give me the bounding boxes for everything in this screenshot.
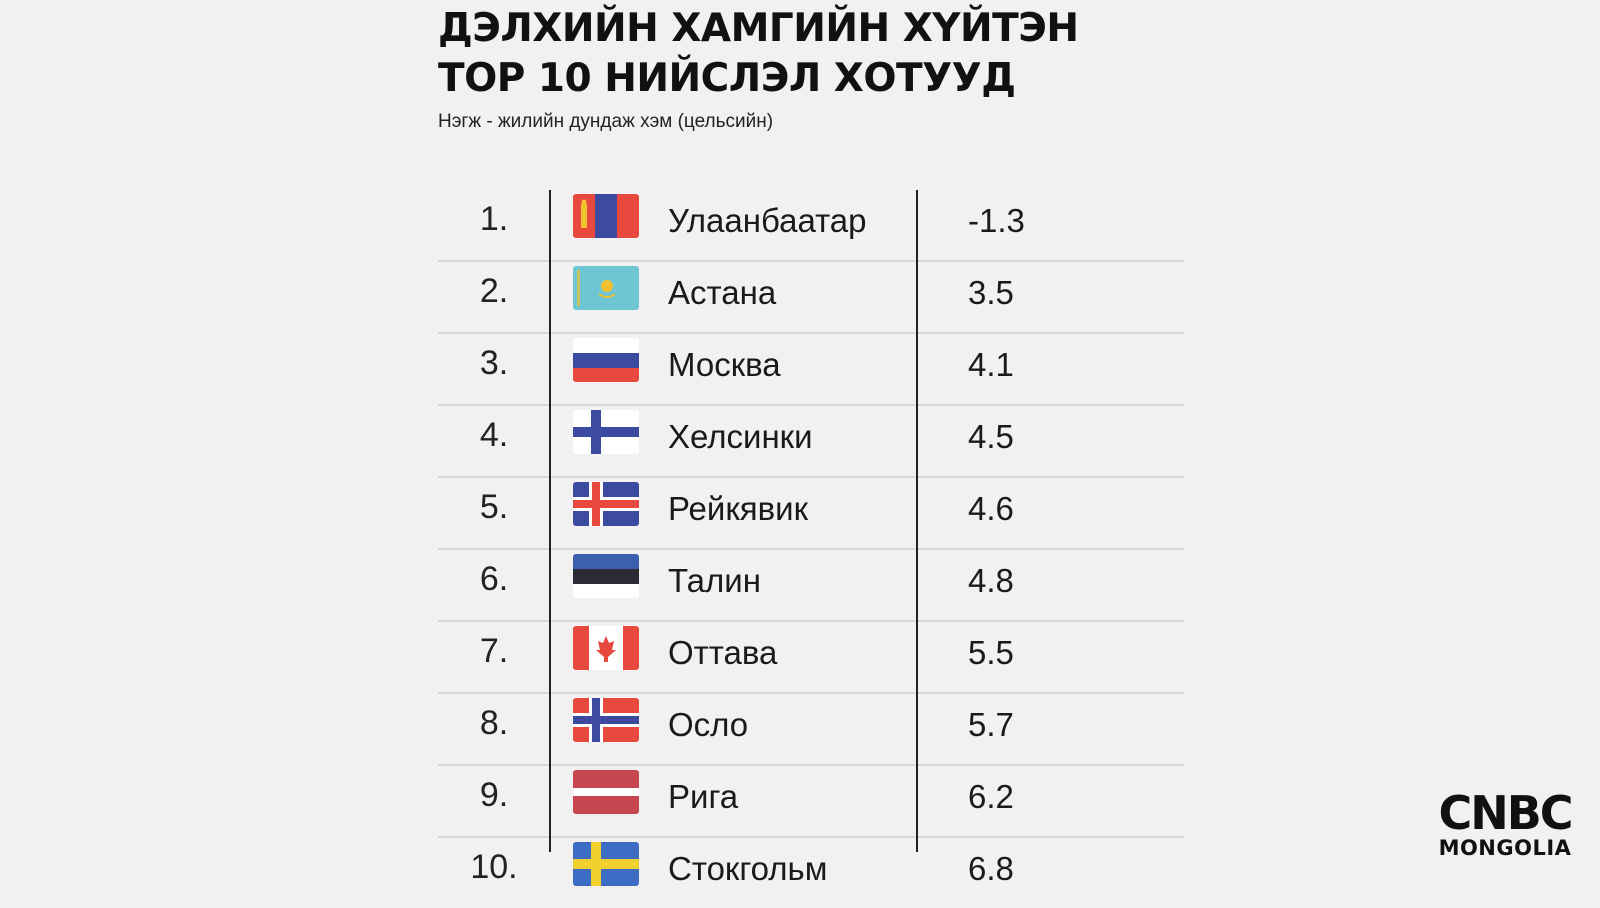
- table-row: 7. Оттава 5.5: [438, 622, 1184, 694]
- table-row: 6. Талин 4.8: [438, 550, 1184, 622]
- russia-flag: [573, 338, 639, 382]
- temperature-value: 6.2: [968, 778, 1014, 815]
- latvia-flag: [573, 770, 639, 814]
- subtitle: Нэгж - жилийн дундаж хэм (цельсийн): [438, 111, 774, 132]
- rank-label: 3.: [479, 344, 509, 382]
- city-name: Рига: [668, 778, 739, 815]
- table-row: 9. Рига 6.2: [438, 766, 1184, 838]
- rank-label: 6.: [479, 560, 509, 598]
- temperature-value: 3.5: [968, 274, 1014, 311]
- temperature-value: 4.5: [968, 418, 1014, 455]
- rank-label: 7.: [479, 632, 509, 670]
- city-name: Астана: [668, 274, 777, 311]
- temperature-value: -1.3: [968, 202, 1025, 239]
- sweden-flag: [573, 842, 639, 886]
- city-name: Москва: [668, 346, 781, 383]
- rank-label: 4.: [479, 416, 509, 454]
- title-line-2: ТОР 10 НИЙСЛЭЛ ХОТУУД: [438, 56, 1016, 101]
- city-name: Талин: [668, 562, 761, 599]
- table-row: 2. Астана 3.5: [438, 262, 1184, 334]
- rank-label: 10.: [470, 848, 518, 886]
- kazakhstan-flag: [573, 266, 639, 310]
- table-row: 8. Осло 5.7: [438, 694, 1184, 766]
- city-name: Стокгольм: [668, 850, 828, 887]
- temperature-value: 5.7: [968, 706, 1014, 743]
- rank-divider: [549, 190, 551, 852]
- rank-label: 8.: [479, 704, 509, 742]
- city-name: Хелсинки: [668, 418, 813, 455]
- table-row: 3. Москва 4.1: [438, 334, 1184, 406]
- rank-label: 1.: [479, 200, 509, 238]
- table-row: 1. Улаанбаатар -1.3: [438, 190, 1184, 262]
- city-name: Оттава: [668, 634, 778, 671]
- page-title: ДЭЛХИЙН ХАМГИЙН ХҮЙТЭН ТОР 10 НИЙСЛЭЛ ХО…: [438, 4, 1079, 104]
- logo-bottom: MONGOLIA: [1438, 836, 1572, 860]
- temperature-value: 4.8: [968, 562, 1014, 599]
- mongolia-flag: [573, 194, 639, 238]
- temperature-value: 6.8: [968, 850, 1014, 887]
- city-name: Улаанбаатар: [668, 202, 867, 239]
- temperature-value: 4.1: [968, 346, 1014, 383]
- rank-label: 9.: [479, 776, 509, 814]
- logo-top: CNBC: [1438, 786, 1573, 840]
- canada-flag: [573, 626, 639, 670]
- iceland-flag: [573, 482, 639, 526]
- cnbc-mongolia-logo: CNBC MONGOLIA: [1435, 790, 1575, 860]
- finland-flag: [573, 410, 639, 454]
- rank-label: 2.: [479, 272, 509, 310]
- norway-flag: [573, 698, 639, 742]
- ranking-table: 1. Улаанбаатар -1.3 2. Астана 3.5 3. Москва 4.1 4…: [438, 190, 1184, 908]
- city-name: Осло: [668, 706, 749, 743]
- city-name: Рейкявик: [668, 490, 809, 527]
- temperature-value: 5.5: [968, 634, 1014, 671]
- table-row: 4. Хелсинки 4.5: [438, 406, 1184, 478]
- table-row: 5. Рейкявик 4.6: [438, 478, 1184, 550]
- table-row: 10. Стокгольм 6.8: [438, 838, 1184, 908]
- temperature-value: 4.6: [968, 490, 1014, 527]
- title-line-1: ДЭЛХИЙН ХАМГИЙН ХҮЙТЭН: [438, 6, 1079, 51]
- estonia-flag: [573, 554, 639, 598]
- rank-label: 5.: [479, 488, 509, 526]
- value-divider: [916, 190, 918, 852]
